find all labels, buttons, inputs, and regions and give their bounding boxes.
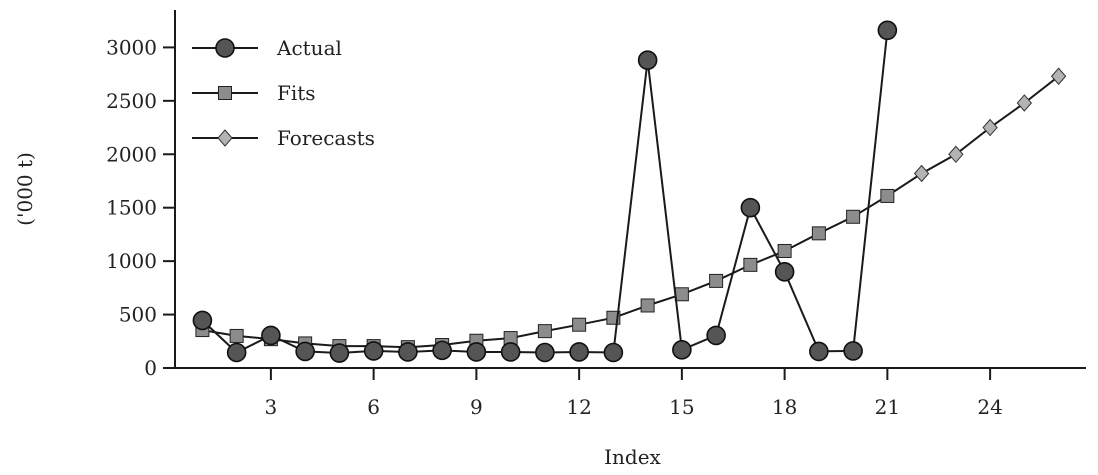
point-forecasts — [913, 164, 930, 183]
point-fits — [640, 298, 655, 313]
series-forecasts — [913, 67, 1067, 183]
point-forecasts — [982, 118, 998, 137]
x-tick-label: 15 — [669, 395, 694, 419]
point-actual — [295, 341, 315, 362]
point-fits — [572, 317, 587, 332]
point-fits — [880, 188, 895, 203]
point-fits — [777, 243, 792, 258]
point-forecasts — [1050, 67, 1067, 86]
point-actual — [843, 341, 863, 361]
legend-item-fits: Fits — [192, 81, 316, 105]
y-axis-title: ('000 t) — [13, 152, 37, 226]
point-actual — [569, 342, 589, 362]
y-tick-label: 1000 — [106, 249, 157, 273]
x-tick-label: 9 — [470, 395, 483, 419]
point-actual — [466, 342, 487, 362]
point-actual — [877, 20, 898, 41]
point-actual — [261, 325, 281, 346]
point-actual — [500, 342, 521, 362]
point-forecasts — [948, 145, 964, 164]
x-tick-label: 3 — [265, 395, 278, 419]
series-actual — [192, 20, 898, 363]
point-actual — [226, 342, 247, 363]
point-fits — [846, 209, 861, 224]
point-fits — [709, 273, 724, 288]
series-line-actual — [201, 30, 889, 355]
legend-item-forecasts: Forecasts — [192, 126, 375, 150]
legend-item-actual: Actual — [192, 36, 342, 60]
point-forecasts — [1016, 94, 1033, 112]
point-actual — [706, 325, 726, 346]
x-ticks: 3 6 9 12 15 18 21 24 — [265, 368, 1003, 419]
point-actual — [192, 310, 213, 331]
x-tick-label: 24 — [977, 395, 1002, 419]
point-actual — [363, 341, 384, 361]
series-fits — [195, 75, 1060, 355]
legend-marker-fits — [218, 86, 232, 100]
legend-marker-actual — [215, 38, 235, 58]
y-tick-label: 2000 — [106, 142, 157, 166]
point-actual — [672, 340, 692, 360]
y-tick-label: 3000 — [106, 35, 157, 59]
point-fits — [811, 226, 826, 241]
x-tick-label: 18 — [772, 395, 797, 419]
point-fits — [674, 287, 689, 302]
point-fits — [229, 328, 244, 343]
legend: Actual Fits Forecasts — [192, 36, 375, 150]
x-axis-title: Index — [604, 445, 661, 469]
series-layer — [192, 20, 1067, 363]
point-actual — [603, 342, 624, 363]
x-tick-label: 6 — [367, 395, 380, 419]
y-tick-label: 2500 — [106, 89, 157, 113]
point-actual — [809, 341, 829, 362]
point-actual — [740, 197, 761, 218]
legend-marker-forecasts — [217, 129, 233, 147]
y-tick-label: 0 — [144, 356, 157, 380]
legend-label: Fits — [277, 81, 316, 105]
x-tick-label: 12 — [566, 395, 591, 419]
point-actual — [432, 340, 452, 361]
y-tick-label: 1500 — [106, 196, 157, 220]
point-actual — [535, 342, 555, 363]
point-actual — [637, 50, 658, 71]
point-actual — [774, 262, 795, 282]
y-tick-label: 500 — [119, 303, 157, 327]
point-fits — [537, 324, 552, 339]
legend-label: Actual — [276, 36, 342, 60]
x-tick-label: 21 — [875, 395, 900, 419]
plot-area: 0 500 1000 1500 2000 2500 3000 3 6 9 12 15 18 21 24 — [106, 10, 1086, 419]
legend-label: Forecasts — [277, 126, 375, 150]
point-actual — [329, 343, 350, 363]
y-ticks: 0 500 1000 1500 2000 2500 3000 — [106, 35, 175, 380]
point-fits — [743, 257, 758, 272]
point-actual — [398, 342, 418, 362]
